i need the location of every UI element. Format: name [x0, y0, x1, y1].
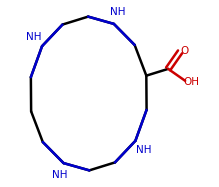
Text: NH: NH — [26, 32, 41, 42]
Text: OH: OH — [183, 77, 199, 87]
Text: O: O — [180, 46, 189, 56]
Text: NH: NH — [51, 170, 67, 180]
Text: NH: NH — [136, 145, 152, 155]
Text: NH: NH — [110, 7, 126, 17]
